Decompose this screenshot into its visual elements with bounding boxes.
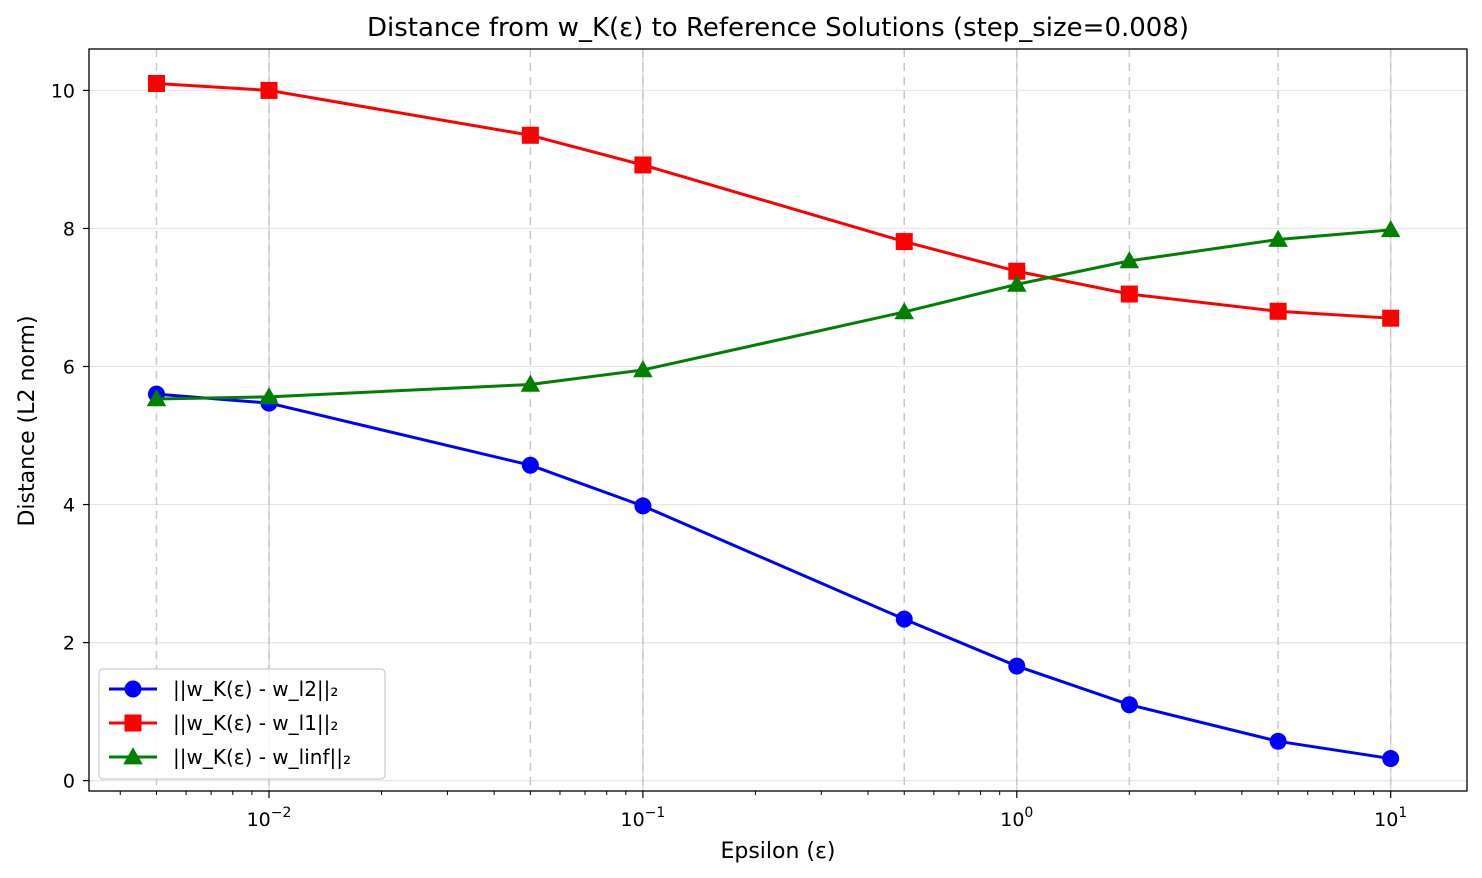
axes: 0 2 4 6 8 10 10−2 10−1 100 101	[51, 48, 1468, 831]
legend-marker	[124, 680, 142, 698]
data-point	[633, 360, 653, 378]
legend-marker	[124, 714, 142, 732]
legend-item: ||w_K(ε) - w_l1||₂	[109, 711, 338, 735]
data-point	[146, 389, 167, 407]
data-point	[895, 233, 913, 251]
x-tick-label: 10−1	[620, 805, 665, 831]
legend: ||w_K(ε) - w_l2||₂ ||w_K(ε) - w_l1||₂ ||w_…	[98, 668, 386, 780]
legend-item: ||w_K(ε) - w_l2||₂	[109, 677, 338, 701]
y-tick-label: 6	[63, 357, 75, 379]
data-point	[259, 387, 279, 405]
y-tick-label: 4	[63, 495, 75, 517]
data-point	[1380, 220, 1401, 238]
plot-area	[89, 49, 1467, 791]
x-tick-label: 101	[1374, 805, 1407, 831]
data-point	[260, 81, 278, 99]
data-point	[1269, 732, 1287, 750]
data-point	[894, 302, 915, 320]
plot-frame	[88, 48, 1468, 792]
data-point	[634, 497, 652, 515]
legend-item: ||w_K(ε) - w_linf||₂	[109, 745, 351, 769]
data-point	[1382, 309, 1400, 327]
data-point	[1382, 750, 1400, 768]
y-axis-label: Distance (L2 norm)	[15, 315, 40, 526]
x-tick-label: 100	[1000, 805, 1033, 831]
data-point	[1007, 274, 1027, 292]
legend-label: ||w_K(ε) - w_l2||₂	[173, 677, 338, 701]
x-axis-label: Epsilon (ε)	[720, 839, 835, 864]
data-point	[1120, 696, 1138, 714]
legend-label: ||w_K(ε) - w_linf||₂	[173, 745, 351, 769]
data-point	[634, 156, 652, 174]
y-tick-label: 0	[63, 771, 75, 793]
legend-marker	[123, 747, 143, 765]
series-triangle	[146, 220, 1401, 407]
legend-box	[98, 668, 386, 780]
data-point	[1269, 302, 1287, 320]
series-layer	[146, 75, 1401, 768]
data-point	[1008, 262, 1026, 280]
data-point	[895, 610, 913, 628]
y-tick-label: 8	[63, 218, 75, 240]
data-point	[521, 456, 539, 474]
data-point	[147, 75, 165, 93]
data-point	[1119, 251, 1140, 269]
data-point	[1008, 657, 1026, 675]
chart-title: Distance from w_K(ε) to Reference Soluti…	[367, 13, 1189, 43]
y-tick-label: 10	[51, 80, 75, 102]
y-tick-label: 2	[63, 633, 75, 655]
legend-label: ||w_K(ε) - w_l1||₂	[173, 711, 338, 735]
series-square	[147, 75, 1400, 327]
data-point	[521, 126, 539, 144]
data-point	[1120, 285, 1138, 303]
x-tick-label: 10−2	[247, 805, 292, 831]
plot-background	[89, 49, 1467, 791]
data-point	[1268, 229, 1288, 247]
data-point	[520, 374, 541, 392]
